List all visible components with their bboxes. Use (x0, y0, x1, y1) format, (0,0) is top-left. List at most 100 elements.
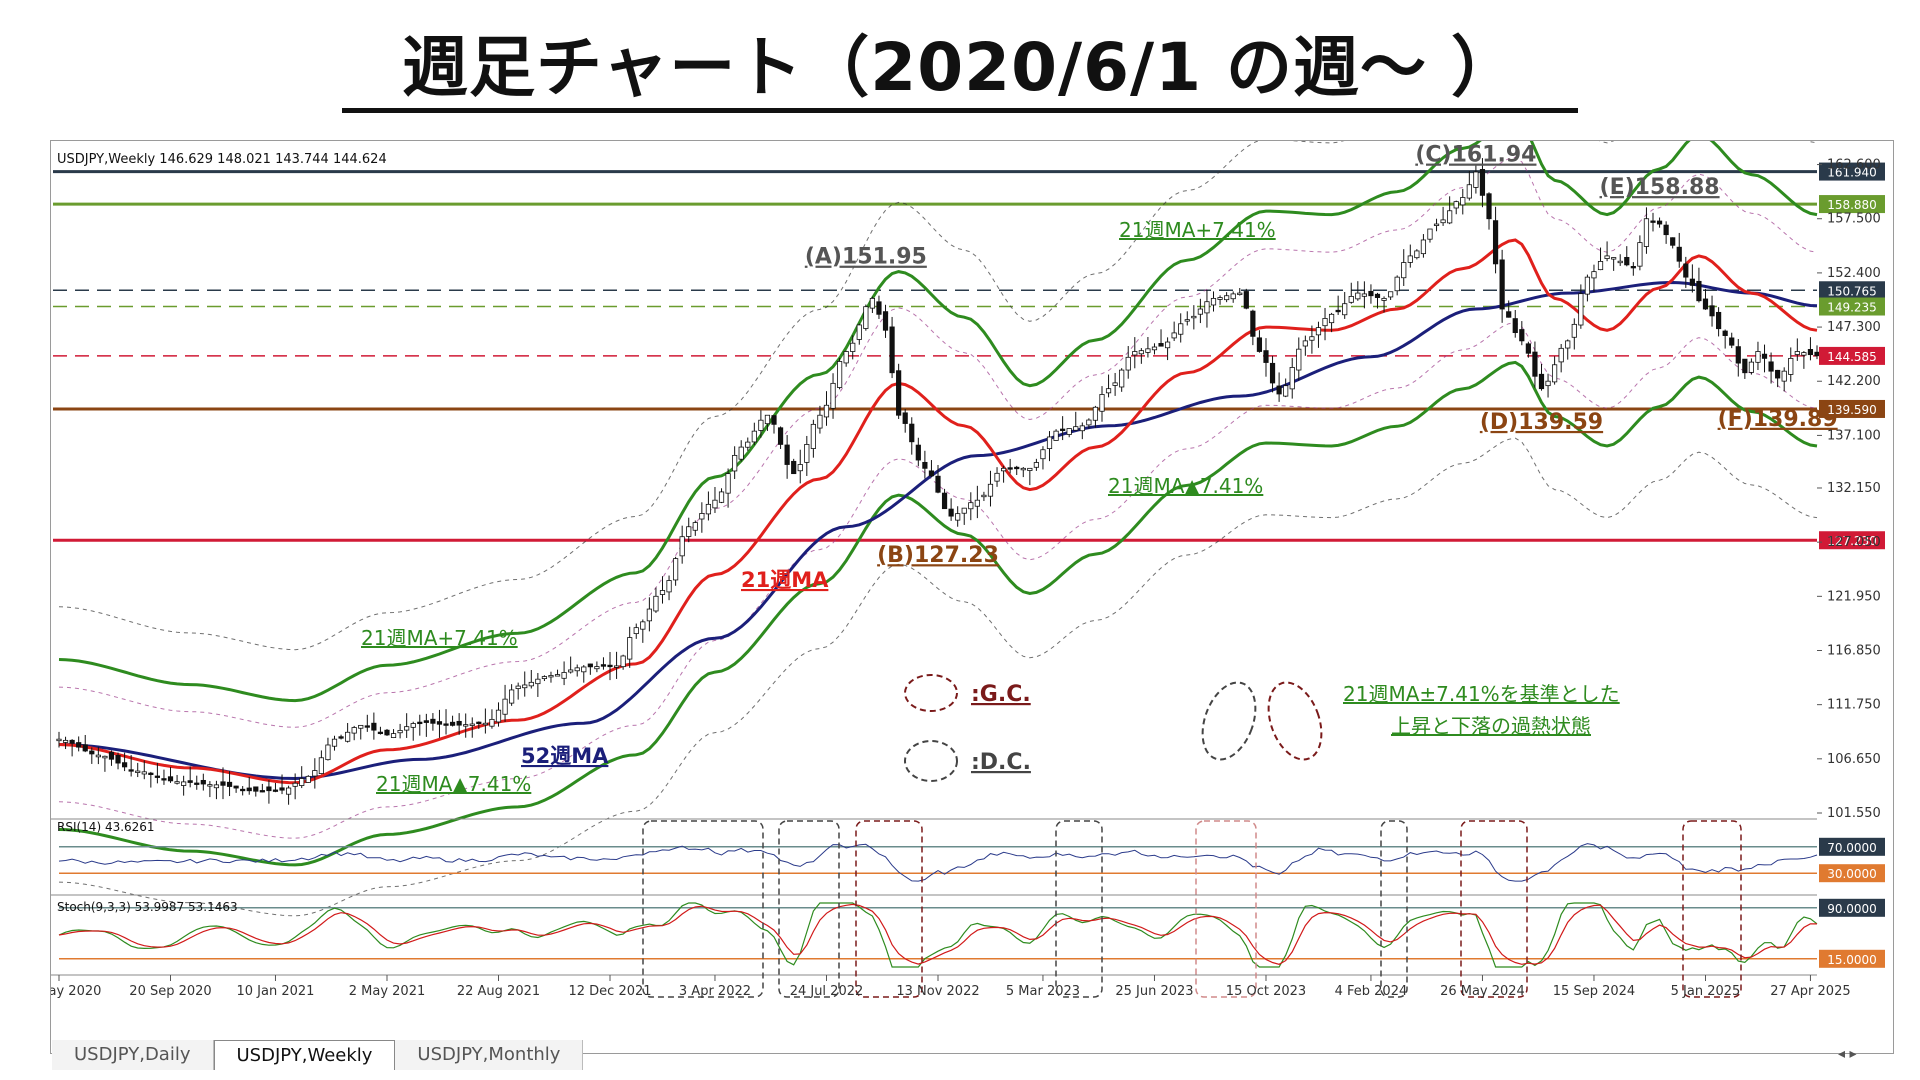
price-tag-bg (1819, 297, 1885, 316)
candle-body (705, 503, 712, 515)
candle-body (1184, 319, 1190, 322)
level-tag-bg (1819, 837, 1885, 856)
candle-body (686, 526, 692, 537)
usdjpy-weekly-chart[interactable]: (A)151.95 (B)127.23 (C)161.94 (D)139.59 (E)1… (17, 41, 1893, 1053)
candle-body (1748, 361, 1755, 373)
candle-body (1670, 237, 1676, 246)
candle-body (1624, 256, 1630, 266)
candle-body (1532, 351, 1538, 377)
candle-body (1761, 353, 1768, 359)
candle-body (1046, 436, 1053, 450)
candle-body (856, 324, 862, 340)
candle-body (187, 780, 193, 783)
candle-body (915, 444, 921, 461)
candle-body (1381, 297, 1387, 301)
candle-body (1689, 278, 1695, 286)
tab-scroll-arrows[interactable]: ◂ ▸ (1838, 1046, 1857, 1062)
y-tick-label: 127.050 (1827, 535, 1881, 550)
y-tick-label: 116.850 (1827, 643, 1881, 658)
label-ma21: 21週MA (741, 568, 829, 592)
label-band-1: 21週MA+7.41% (1119, 218, 1276, 242)
candle-body (292, 782, 298, 787)
price-tag-161.940: 161.940 (1827, 166, 1877, 180)
candle-body (607, 664, 613, 668)
candle-body (404, 726, 410, 731)
candle-body (1794, 351, 1800, 355)
candle-body (837, 361, 843, 388)
candle-body (423, 720, 429, 723)
tab-monthly[interactable]: USDJPY,Monthly (395, 1040, 584, 1070)
candle-body (751, 430, 757, 443)
tab-daily[interactable]: USDJPY,Daily (52, 1040, 214, 1070)
candle-body (377, 731, 384, 735)
candle-body (1178, 323, 1184, 335)
candle-body (115, 754, 121, 764)
candle-body (1302, 340, 1308, 347)
candle-body (758, 419, 764, 431)
tab-weekly[interactable]: USDJPY,Weekly (213, 1040, 396, 1070)
x-tick-label: 27 Apr 2025 (1770, 984, 1850, 999)
legend-gc: :G.C. (971, 682, 1031, 707)
x-tick-label: 15 Oct 2023 (1226, 984, 1306, 999)
candle-body (725, 473, 731, 494)
candle-body (1683, 263, 1689, 278)
y-tick-label: 147.300 (1827, 320, 1881, 335)
candle-body (1256, 337, 1263, 352)
annotation-low_b: (B)127.23 (877, 543, 999, 568)
candle-body (679, 536, 685, 557)
candle-body (1775, 369, 1781, 379)
candle-body (384, 729, 390, 736)
candle-body (1217, 297, 1223, 300)
candle-body (981, 494, 987, 498)
candle-body (456, 720, 462, 726)
candle-body (987, 483, 994, 497)
candle-body (1591, 271, 1597, 279)
candle-body (1322, 318, 1328, 327)
candle-body (1407, 255, 1413, 263)
candle-body (1204, 301, 1210, 314)
candle-body (259, 790, 265, 793)
candle-body (810, 423, 816, 449)
ma21-line (58, 238, 1818, 785)
candle-body (1702, 298, 1709, 310)
candle-body (161, 778, 167, 781)
price-tag-bg (1819, 195, 1885, 214)
candle-body (673, 558, 679, 581)
candle-body (272, 789, 279, 792)
candle-body (1263, 350, 1269, 363)
candle-body (135, 770, 141, 773)
candle-body (1040, 449, 1046, 460)
candle-body (1309, 336, 1315, 341)
candle-body (167, 776, 174, 782)
candle-body (528, 681, 534, 687)
candle-body (745, 441, 751, 448)
candle-body (1479, 169, 1486, 196)
candle-body (299, 778, 305, 786)
candle-body (95, 754, 101, 758)
candle-body (76, 742, 82, 748)
candle-body (1250, 310, 1256, 337)
candle-body (1401, 262, 1407, 279)
candle-body (889, 326, 895, 374)
candle-body (1807, 349, 1814, 356)
level-tag: 90.0000 (1827, 902, 1877, 916)
x-tick-label: 15 Sep 2024 (1553, 984, 1635, 999)
legend-overheat-2: 上昇と下落の過熱状態 (1391, 714, 1591, 738)
page-title: 週足チャート（2020/6/1 の週～ ） (0, 14, 1920, 113)
price-tag-bg (1819, 531, 1885, 550)
chart-frame[interactable]: (A)151.95 (B)127.23 (C)161.94 (D)139.59 (E)1… (17, 41, 1894, 1054)
signal-box-7 (1682, 820, 1742, 998)
label-ma52: 52週MA (521, 744, 609, 768)
candle-body (850, 342, 856, 352)
candle-body (1814, 351, 1820, 357)
candle-body (554, 674, 561, 677)
candle-body (1033, 462, 1039, 468)
candle-body (246, 787, 252, 792)
candle-body (181, 781, 187, 786)
candle-body (653, 595, 659, 612)
candle-body (955, 513, 961, 521)
gc-legend-marker (904, 674, 958, 712)
candle-body (279, 787, 285, 791)
candle-body (961, 507, 967, 514)
level-tag: 15.0000 (1827, 953, 1877, 967)
